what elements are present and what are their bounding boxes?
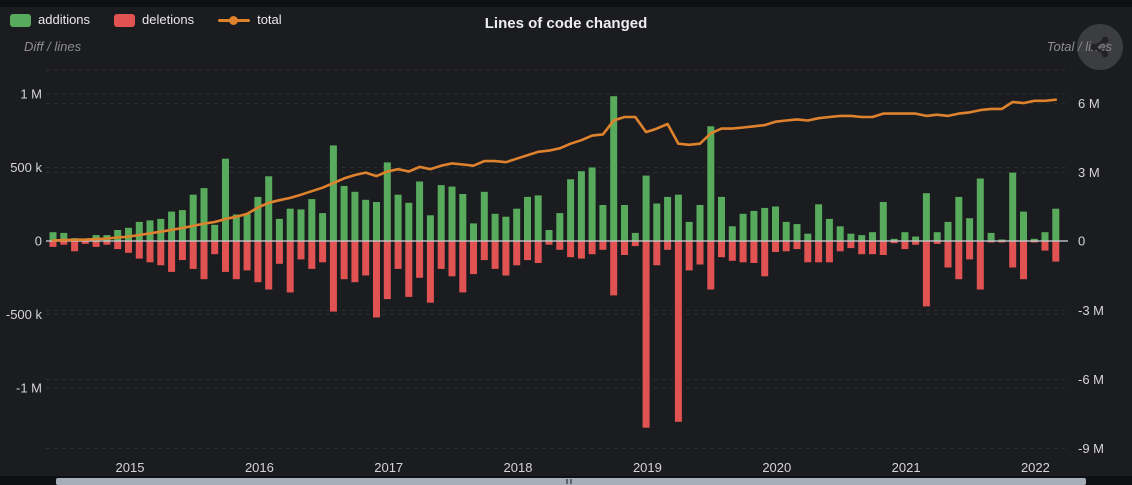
deletions-swatch-icon (114, 13, 136, 27)
svg-text:0: 0 (1078, 234, 1085, 249)
svg-text:500 k: 500 k (10, 160, 42, 175)
additions-bars (49, 96, 1060, 242)
svg-text:2017: 2017 (374, 460, 403, 475)
legend-item-total[interactable]: total (218, 13, 282, 27)
legend-item-deletions[interactable]: deletions (114, 13, 194, 27)
svg-text:2015: 2015 (116, 460, 145, 475)
svg-text:-1 M: -1 M (16, 381, 42, 396)
left-axis-caption: Diff / lines (24, 39, 82, 54)
svg-text:2021: 2021 (892, 460, 921, 475)
svg-text:6 M: 6 M (1078, 96, 1100, 111)
svg-text:2016: 2016 (245, 460, 274, 475)
chart-logo-icon[interactable] (1077, 24, 1123, 70)
left-axis-labels: 1 M 500 k 0 -500 k -1 M (6, 87, 43, 396)
legend-item-additions[interactable]: additions (10, 13, 90, 27)
legend-label-total: total (257, 12, 282, 27)
total-line (51, 98, 1058, 242)
svg-text:-9 M: -9 M (1078, 441, 1104, 456)
legend-label-additions: additions (38, 12, 91, 27)
svg-text:2022: 2022 (1021, 460, 1050, 475)
svg-text:3 M: 3 M (1078, 165, 1100, 180)
scrollbar-grip-icon[interactable] (566, 479, 574, 484)
right-axis-caption: Total / lines (1046, 39, 1112, 54)
share-glyph-icon (1090, 36, 1109, 58)
window-top-edge (0, 0, 1132, 7)
deletions-bars (49, 241, 1060, 428)
svg-text:-6 M: -6 M (1078, 372, 1104, 387)
page-title: Lines of code changed (484, 15, 648, 32)
svg-text:2019: 2019 (633, 460, 662, 475)
grid-lines (46, 69, 1068, 449)
svg-text:2018: 2018 (504, 460, 533, 475)
legend: additions deletions total (10, 13, 306, 27)
x-zoom-scrollbar[interactable] (56, 478, 1086, 485)
legend-label-deletions: deletions (142, 12, 195, 27)
right-axis-labels: 6 M 3 M 0 -3 M -6 M -9 M (1078, 96, 1104, 456)
x-axis-labels: 2015 2016 2017 2018 2019 2020 2021 2022 (116, 460, 1050, 475)
svg-text:2020: 2020 (762, 460, 791, 475)
svg-text:-3 M: -3 M (1078, 303, 1104, 318)
svg-text:0: 0 (35, 234, 42, 249)
svg-text:1 M: 1 M (20, 87, 42, 102)
total-line-marker-icon (218, 14, 251, 27)
svg-text:-500 k: -500 k (6, 307, 43, 322)
additions-swatch-icon (10, 13, 31, 27)
